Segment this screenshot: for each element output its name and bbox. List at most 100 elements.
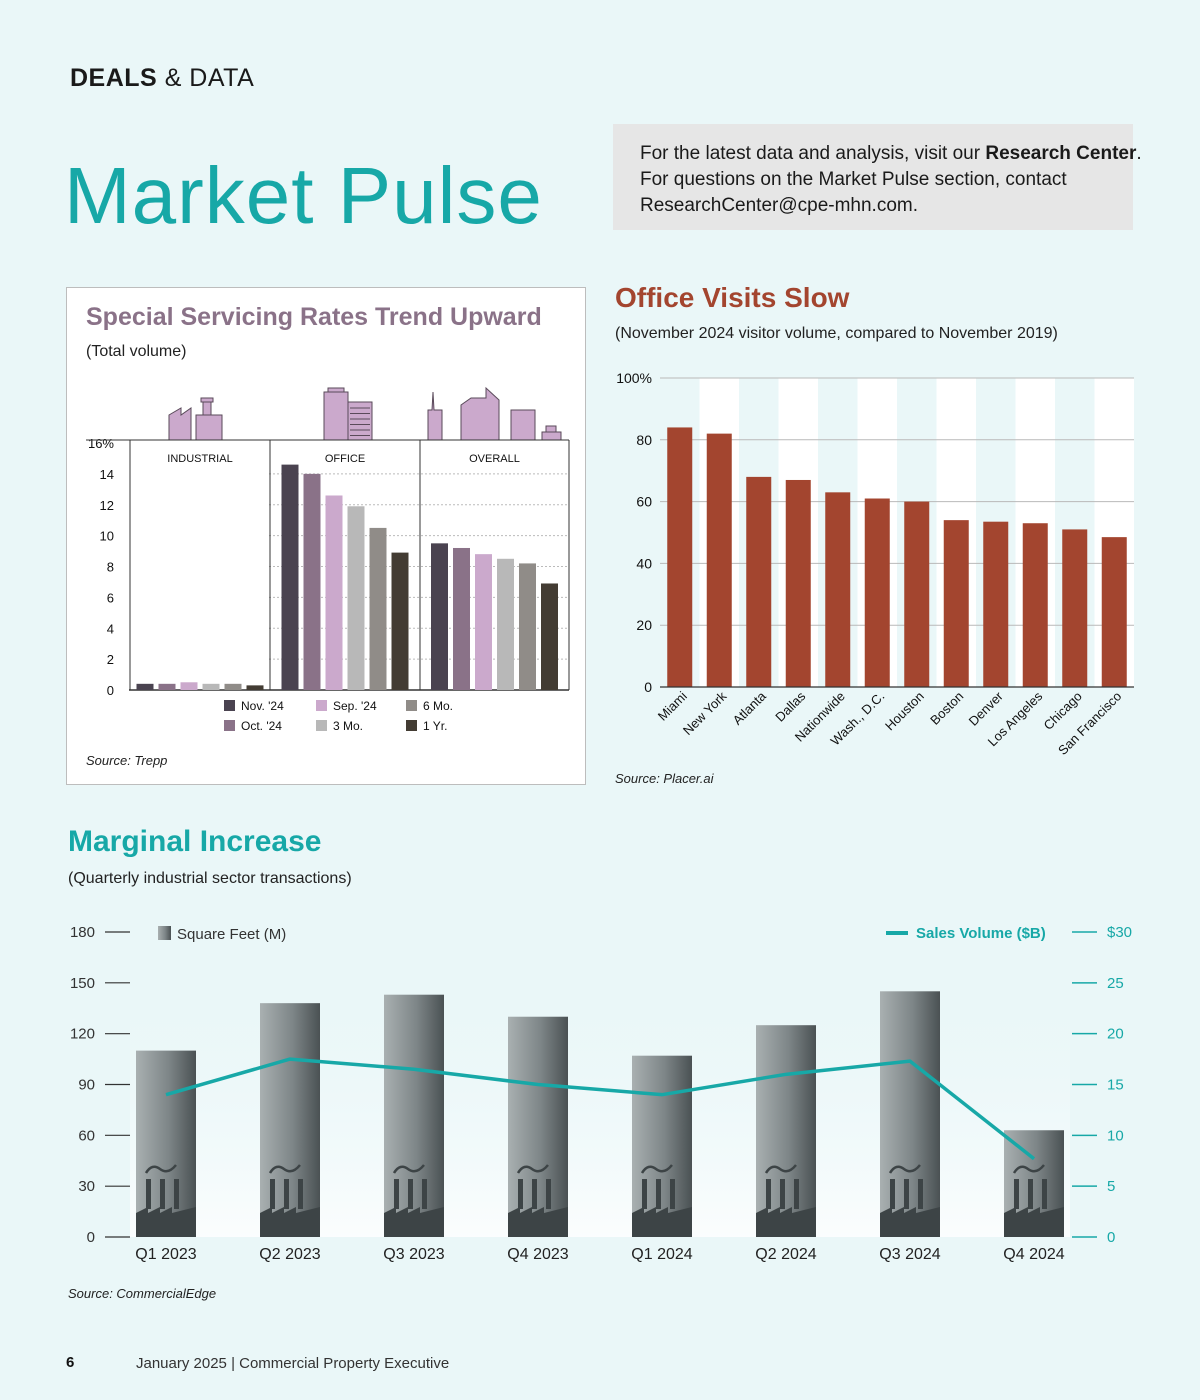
y-tick-label: 60 xyxy=(636,494,652,510)
left-tick-label: 180 xyxy=(70,924,95,941)
y-tick-label: 14 xyxy=(100,467,114,482)
factory-chimney xyxy=(918,1179,923,1209)
building-shape xyxy=(541,431,562,441)
x-tick-label: Q2 2024 xyxy=(755,1246,816,1263)
servicing-chart: 16% 14 12 10 8 6 4 2 0 INDUSTRIAL OFFICE OVERALL Nov… xyxy=(86,386,570,733)
factory-icon xyxy=(260,1207,320,1237)
x-tick-label: Atlanta xyxy=(730,688,770,728)
bar-wash-d-c- xyxy=(864,498,890,687)
left-tick-label: 60 xyxy=(78,1127,95,1144)
building-shape xyxy=(323,391,349,441)
x-tick-label: Q3 2023 xyxy=(383,1246,444,1263)
bar-industrial-3 xyxy=(202,683,220,690)
legend-label: Nov. '24 xyxy=(241,699,284,713)
x-tick-label: Q2 2023 xyxy=(259,1246,320,1263)
bar-industrial-5 xyxy=(246,685,264,690)
factory-icon xyxy=(136,1207,196,1237)
factory-chimney xyxy=(904,1179,909,1209)
building-shape xyxy=(460,386,500,441)
panel-label: OVERALL xyxy=(469,453,520,465)
y-tick-label: 40 xyxy=(636,555,652,571)
bar-q4-2023 xyxy=(508,1016,568,1237)
factory-chimney xyxy=(642,1179,647,1209)
factory-chimney xyxy=(794,1179,799,1209)
factory-icon xyxy=(508,1207,568,1237)
y-tick-label: 80 xyxy=(636,432,652,448)
servicing-chart-source: Source: Trepp xyxy=(86,753,168,768)
right-tick-label: 15 xyxy=(1107,1077,1124,1094)
building-shape xyxy=(510,409,536,441)
factory-chimney xyxy=(408,1179,413,1209)
factory-chimney xyxy=(532,1179,537,1209)
smoke-icon xyxy=(764,1164,797,1174)
x-tick-label: Houston xyxy=(882,689,927,734)
right-tick-label: $30 xyxy=(1107,924,1132,941)
smoke-icon xyxy=(640,1164,673,1174)
legend-label: Oct. '24 xyxy=(241,719,282,733)
marginal-chart-subtitle: (Quarterly industrial sector transaction… xyxy=(68,870,352,887)
factory-icon xyxy=(1004,1207,1064,1237)
factory-chimney xyxy=(1014,1179,1019,1209)
factory-chimney xyxy=(546,1179,551,1209)
y-tick-label: 6 xyxy=(107,590,114,605)
bar-office-5 xyxy=(391,552,409,690)
factory-chimney xyxy=(1042,1179,1047,1209)
x-tick-label: Dallas xyxy=(772,688,809,725)
left-tick-label: 0 xyxy=(87,1229,95,1246)
bar-industrial-1 xyxy=(158,683,176,690)
right-tick-label: 0 xyxy=(1107,1229,1115,1246)
factory-chimney xyxy=(422,1179,427,1209)
bar-industrial-0 xyxy=(136,683,154,690)
x-tick-label: Q4 2024 xyxy=(1003,1246,1064,1263)
office-chart-subtitle: (November 2024 visitor volume, compared … xyxy=(615,325,1058,342)
bar-q3-2024 xyxy=(880,991,940,1237)
legend-swatch xyxy=(224,720,235,731)
x-tick-label: Miami xyxy=(655,688,690,723)
legend-label: Sep. '24 xyxy=(333,699,377,713)
panel-label: OFFICE xyxy=(325,453,365,465)
office-chart-title: Office Visits Slow xyxy=(615,282,850,313)
research-center-link[interactable]: Research Center xyxy=(985,143,1137,164)
y-tick-label: 16% xyxy=(88,436,114,451)
y-tick-label: 100% xyxy=(616,370,652,386)
office-chart-source: Source: Placer.ai xyxy=(615,771,714,786)
factory-chimney xyxy=(146,1179,151,1209)
factory-icon xyxy=(880,1207,940,1237)
legend-swatch xyxy=(224,700,235,711)
legend-swatch xyxy=(406,720,417,731)
building-shape xyxy=(202,401,212,416)
marginal-chart-source: Source: CommercialEdge xyxy=(68,1286,217,1301)
bar-industrial-4 xyxy=(224,683,242,690)
bar-office-4 xyxy=(369,527,387,690)
factory-chimney xyxy=(780,1179,785,1209)
right-tick-label: 5 xyxy=(1107,1178,1115,1195)
building-shape xyxy=(327,387,345,393)
legend-label-sales-volume: Sales Volume ($B) xyxy=(916,925,1046,942)
contact-email[interactable]: ResearchCenter@cpe-mhn.com. xyxy=(640,195,919,216)
left-tick-label: 120 xyxy=(70,1026,95,1043)
factory-chimney xyxy=(890,1179,895,1209)
servicing-chart-subtitle: (Total volume) xyxy=(86,343,187,360)
page-title: Market Pulse xyxy=(64,151,543,240)
x-tick-label: Boston xyxy=(927,689,966,728)
y-tick-label: 20 xyxy=(636,617,652,633)
factory-chimney xyxy=(284,1179,289,1209)
building-shape xyxy=(200,397,214,403)
marginal-chart: 180 150 120 90 60 30 0 $30 25 20 15 10 5 0 Square Feet… xyxy=(70,924,1132,1263)
legend-swatch xyxy=(406,700,417,711)
legend-label: 3 Mo. xyxy=(333,719,363,733)
building-shape xyxy=(195,414,223,441)
x-tick-label: New York xyxy=(680,688,730,738)
right-tick-label: 10 xyxy=(1107,1127,1124,1144)
bar-atlanta xyxy=(746,476,772,687)
factory-chimney xyxy=(270,1179,275,1209)
bar-overall-0 xyxy=(431,543,448,690)
building-shape xyxy=(427,391,443,441)
factory-chimney xyxy=(394,1179,399,1209)
y-tick-label: 12 xyxy=(100,498,114,513)
legend-swatch xyxy=(316,720,327,731)
x-tick-label: Q3 2024 xyxy=(879,1246,940,1263)
factory-chimney xyxy=(656,1179,661,1209)
left-tick-label: 90 xyxy=(78,1077,95,1094)
